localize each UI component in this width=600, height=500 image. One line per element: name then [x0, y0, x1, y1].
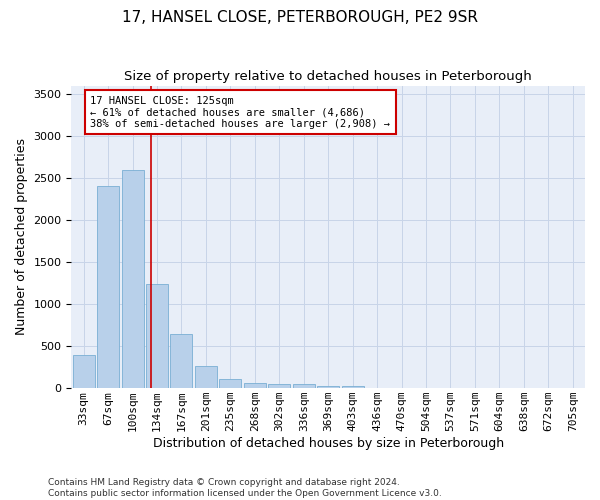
- Y-axis label: Number of detached properties: Number of detached properties: [15, 138, 28, 336]
- Text: 17, HANSEL CLOSE, PETERBOROUGH, PE2 9SR: 17, HANSEL CLOSE, PETERBOROUGH, PE2 9SR: [122, 10, 478, 25]
- Bar: [341, 386, 364, 388]
- Bar: [195, 366, 217, 388]
- Bar: [268, 384, 290, 388]
- Bar: [146, 284, 168, 388]
- X-axis label: Distribution of detached houses by size in Peterborough: Distribution of detached houses by size …: [152, 437, 504, 450]
- Bar: [317, 386, 339, 388]
- Bar: [73, 356, 95, 388]
- Title: Size of property relative to detached houses in Peterborough: Size of property relative to detached ho…: [124, 70, 532, 83]
- Text: 17 HANSEL CLOSE: 125sqm
← 61% of detached houses are smaller (4,686)
38% of semi: 17 HANSEL CLOSE: 125sqm ← 61% of detache…: [91, 96, 391, 129]
- Bar: [220, 380, 241, 388]
- Bar: [293, 384, 315, 388]
- Bar: [244, 383, 266, 388]
- Text: Contains HM Land Registry data © Crown copyright and database right 2024.
Contai: Contains HM Land Registry data © Crown c…: [48, 478, 442, 498]
- Bar: [122, 170, 143, 388]
- Bar: [97, 186, 119, 388]
- Bar: [170, 334, 193, 388]
